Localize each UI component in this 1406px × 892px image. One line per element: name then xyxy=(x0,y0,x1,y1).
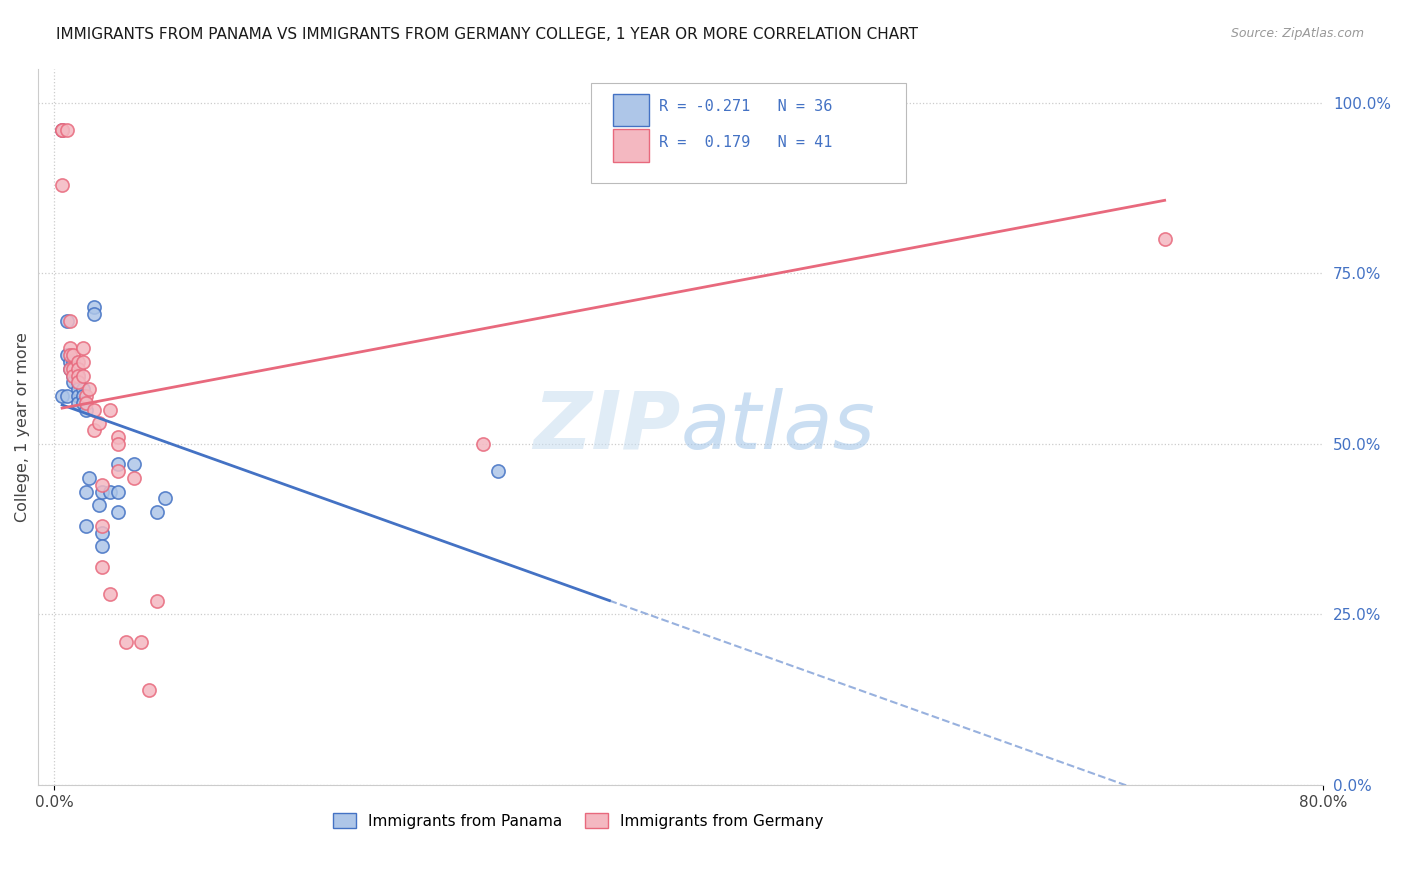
Point xyxy=(122,458,145,472)
Point xyxy=(90,518,112,533)
Point xyxy=(155,491,177,506)
Point xyxy=(87,417,110,431)
Point xyxy=(66,376,89,390)
Point xyxy=(107,505,129,519)
Point xyxy=(75,484,97,499)
Point xyxy=(90,559,112,574)
Point xyxy=(66,376,89,390)
Point xyxy=(107,430,129,444)
Point xyxy=(486,464,509,478)
Text: ZIP: ZIP xyxy=(533,388,681,466)
Point xyxy=(66,355,89,369)
Point xyxy=(66,368,89,383)
Point xyxy=(51,389,73,403)
Point xyxy=(107,484,129,499)
Point xyxy=(75,402,97,417)
Point xyxy=(51,123,73,137)
Point xyxy=(1153,232,1175,246)
Point xyxy=(83,307,105,321)
Point xyxy=(56,389,79,403)
Point xyxy=(90,478,112,492)
Point xyxy=(87,498,110,512)
Point xyxy=(72,396,94,410)
FancyBboxPatch shape xyxy=(613,94,648,126)
Point xyxy=(72,389,94,403)
Point xyxy=(131,634,153,648)
Point xyxy=(56,348,79,362)
Point xyxy=(72,368,94,383)
Point xyxy=(59,355,82,369)
Point xyxy=(83,402,105,417)
Point xyxy=(107,464,129,478)
Point xyxy=(98,484,121,499)
Point xyxy=(66,382,89,396)
Point xyxy=(56,123,79,137)
Point xyxy=(62,355,84,369)
Point xyxy=(66,396,89,410)
Point xyxy=(62,368,84,383)
Point xyxy=(62,368,84,383)
Legend: Immigrants from Panama, Immigrants from Germany: Immigrants from Panama, Immigrants from … xyxy=(326,806,830,835)
Text: R =  0.179   N = 41: R = 0.179 N = 41 xyxy=(659,135,832,150)
Point xyxy=(66,361,89,376)
Point xyxy=(98,587,121,601)
Point xyxy=(51,123,73,137)
Point xyxy=(59,314,82,328)
Point xyxy=(75,396,97,410)
Point xyxy=(75,518,97,533)
Point xyxy=(83,423,105,437)
Text: atlas: atlas xyxy=(681,388,876,466)
Point xyxy=(90,525,112,540)
Point xyxy=(62,361,84,376)
Point xyxy=(122,471,145,485)
Y-axis label: College, 1 year or more: College, 1 year or more xyxy=(15,332,30,522)
Point xyxy=(678,116,700,130)
Point xyxy=(138,682,160,697)
Point xyxy=(51,178,73,192)
Point xyxy=(66,389,89,403)
Point xyxy=(107,458,129,472)
Text: IMMIGRANTS FROM PANAMA VS IMMIGRANTS FROM GERMANY COLLEGE, 1 YEAR OR MORE CORREL: IMMIGRANTS FROM PANAMA VS IMMIGRANTS FRO… xyxy=(56,27,918,42)
Point xyxy=(114,634,136,648)
Text: Source: ZipAtlas.com: Source: ZipAtlas.com xyxy=(1230,27,1364,40)
Point xyxy=(59,361,82,376)
Point xyxy=(72,341,94,355)
Point xyxy=(90,484,112,499)
Point xyxy=(146,505,169,519)
Point xyxy=(59,348,82,362)
Text: R = -0.271   N = 36: R = -0.271 N = 36 xyxy=(659,99,832,114)
Point xyxy=(51,123,73,137)
Point xyxy=(83,301,105,315)
Point xyxy=(66,368,89,383)
Point xyxy=(72,355,94,369)
Point xyxy=(598,116,620,130)
Point xyxy=(62,376,84,390)
Point xyxy=(90,539,112,553)
Point xyxy=(72,382,94,396)
Point xyxy=(56,314,79,328)
FancyBboxPatch shape xyxy=(591,83,905,183)
Point xyxy=(77,382,100,396)
FancyBboxPatch shape xyxy=(613,129,648,161)
Point xyxy=(471,437,494,451)
Point xyxy=(107,437,129,451)
Point xyxy=(59,341,82,355)
Point xyxy=(98,402,121,417)
Point xyxy=(62,348,84,362)
Point xyxy=(146,594,169,608)
Point xyxy=(59,361,82,376)
Point xyxy=(75,389,97,403)
Point xyxy=(77,471,100,485)
